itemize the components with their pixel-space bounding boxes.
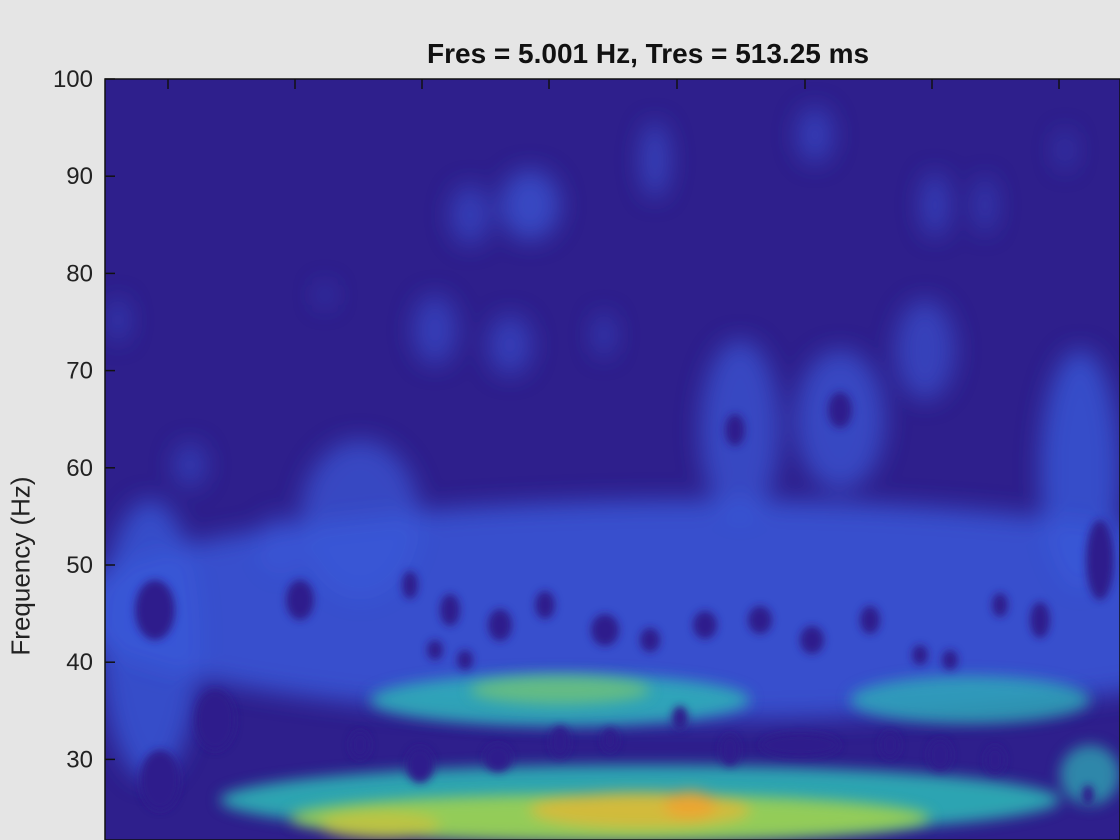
y-axis: 30 40 50 60 70 80 90 100: [53, 66, 115, 773]
y-tick-label: 60: [66, 455, 93, 482]
power-layer-holes: [135, 392, 1114, 810]
plot-background: [105, 79, 1120, 840]
y-tick-label: 90: [66, 163, 93, 190]
y-tick-label: 50: [66, 552, 93, 579]
spectrogram-image: [105, 107, 1120, 840]
chart-title: Fres = 5.001 Hz, Tres = 513.25 ms: [427, 38, 870, 69]
power-layer-high: [290, 676, 930, 840]
plot-frame: [104, 78, 1120, 840]
y-tick-label: 100: [53, 66, 93, 93]
power-layer-low: [105, 107, 1120, 780]
y-tick-label: 70: [66, 358, 93, 385]
y-tick-label: 40: [66, 649, 93, 676]
y-tick-label: 80: [66, 260, 93, 287]
y-tick-label: 30: [66, 746, 93, 773]
x-ticks: [167, 79, 1060, 89]
